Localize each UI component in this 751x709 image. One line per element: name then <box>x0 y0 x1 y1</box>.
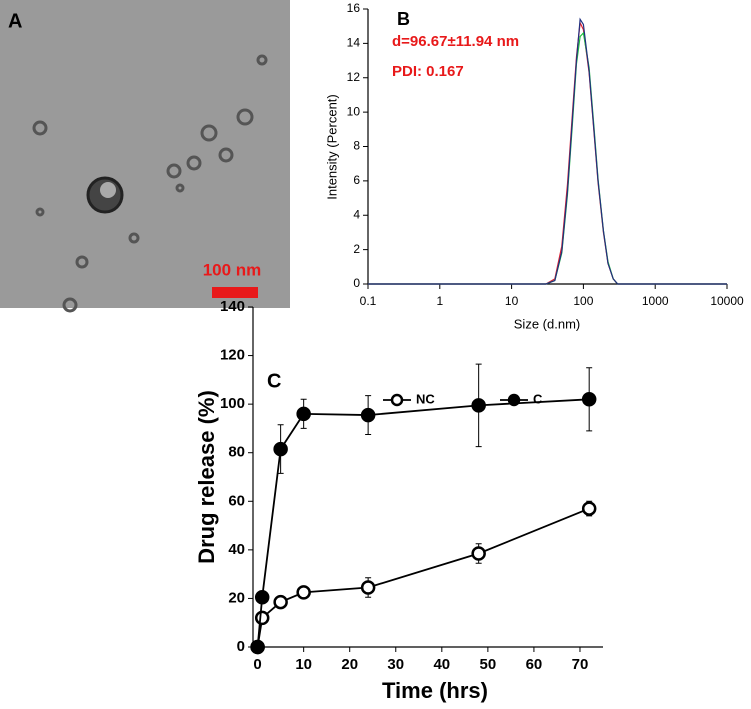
marker <box>273 594 288 610</box>
marker <box>273 441 288 457</box>
y-tick-label: 16 <box>347 1 361 15</box>
x-tick-label: 60 <box>526 656 543 673</box>
legend-marker <box>390 393 404 407</box>
x-tick-label: 100 <box>573 294 593 308</box>
y-tick-label: 10 <box>347 104 361 118</box>
series-line <box>368 17 727 285</box>
panel-label: C <box>267 370 281 392</box>
x-tick-label: 50 <box>480 656 497 673</box>
y-tick-label: 20 <box>228 589 245 606</box>
marker <box>254 589 270 605</box>
panel-label: A <box>8 10 22 32</box>
y-tick-label: 80 <box>228 444 245 461</box>
scale-bar-label: 100 nm <box>203 260 262 279</box>
y-tick-label: 100 <box>220 395 245 412</box>
marker <box>471 546 486 561</box>
legend-marker <box>507 393 521 407</box>
marker <box>250 639 265 655</box>
marker <box>254 610 270 626</box>
series-line <box>368 20 727 285</box>
y-tick-label: 120 <box>220 347 245 364</box>
large-particle-core <box>100 182 116 198</box>
y-tick-label: 6 <box>353 173 360 187</box>
y-tick-label: 40 <box>228 541 245 558</box>
legend-label: C <box>533 391 543 406</box>
y-axis-label: Drug release (%) <box>194 390 219 564</box>
particles <box>32 54 268 313</box>
x-tick-label: 20 <box>341 656 358 673</box>
y-tick-label: 60 <box>228 492 245 509</box>
x-tick-label: 70 <box>572 656 589 673</box>
y-tick-label: 4 <box>353 207 360 221</box>
marker <box>581 392 597 407</box>
panel-label: B <box>397 9 410 29</box>
series-line <box>256 507 590 648</box>
micrograph: A 100 nm <box>0 0 290 313</box>
marker <box>296 585 311 600</box>
x-tick-label: 1 <box>436 294 443 308</box>
x-tick-label: 1000 <box>642 294 669 308</box>
marker <box>471 398 486 413</box>
x-tick-label: 10 <box>295 656 312 673</box>
marker <box>360 580 376 595</box>
legend-label: NC <box>416 391 435 406</box>
micrograph-background <box>0 0 290 308</box>
x-tick-label: 30 <box>387 656 404 673</box>
marker <box>581 501 597 516</box>
y-tick-label: 12 <box>347 70 361 84</box>
x-tick-label: 0.1 <box>360 294 377 308</box>
x-tick-label: 10000 <box>710 294 744 308</box>
y-tick-label: 8 <box>353 139 360 153</box>
x-axis-label: Time (hrs) <box>382 678 488 703</box>
x-tick-label: 10 <box>505 294 519 308</box>
y-axis-label: Intensity (Percent) <box>324 94 339 200</box>
y-tick-label: 14 <box>347 36 361 50</box>
x-axis-label: Size (d.nm) <box>514 316 580 331</box>
scale-bar <box>212 287 258 298</box>
annotation: d=96.67±11.94 nm <box>392 33 519 50</box>
marker <box>360 407 376 423</box>
y-tick-label: 0 <box>353 276 360 290</box>
series-line <box>256 398 590 648</box>
y-tick-label: 140 <box>220 298 245 315</box>
x-tick-label: 40 <box>433 656 450 673</box>
annotation: PDI: 0.167 <box>392 63 464 80</box>
y-tick-label: 0 <box>237 638 245 655</box>
marker <box>296 406 311 422</box>
y-tick-label: 2 <box>353 242 360 256</box>
x-tick-label: 0 <box>253 656 261 673</box>
